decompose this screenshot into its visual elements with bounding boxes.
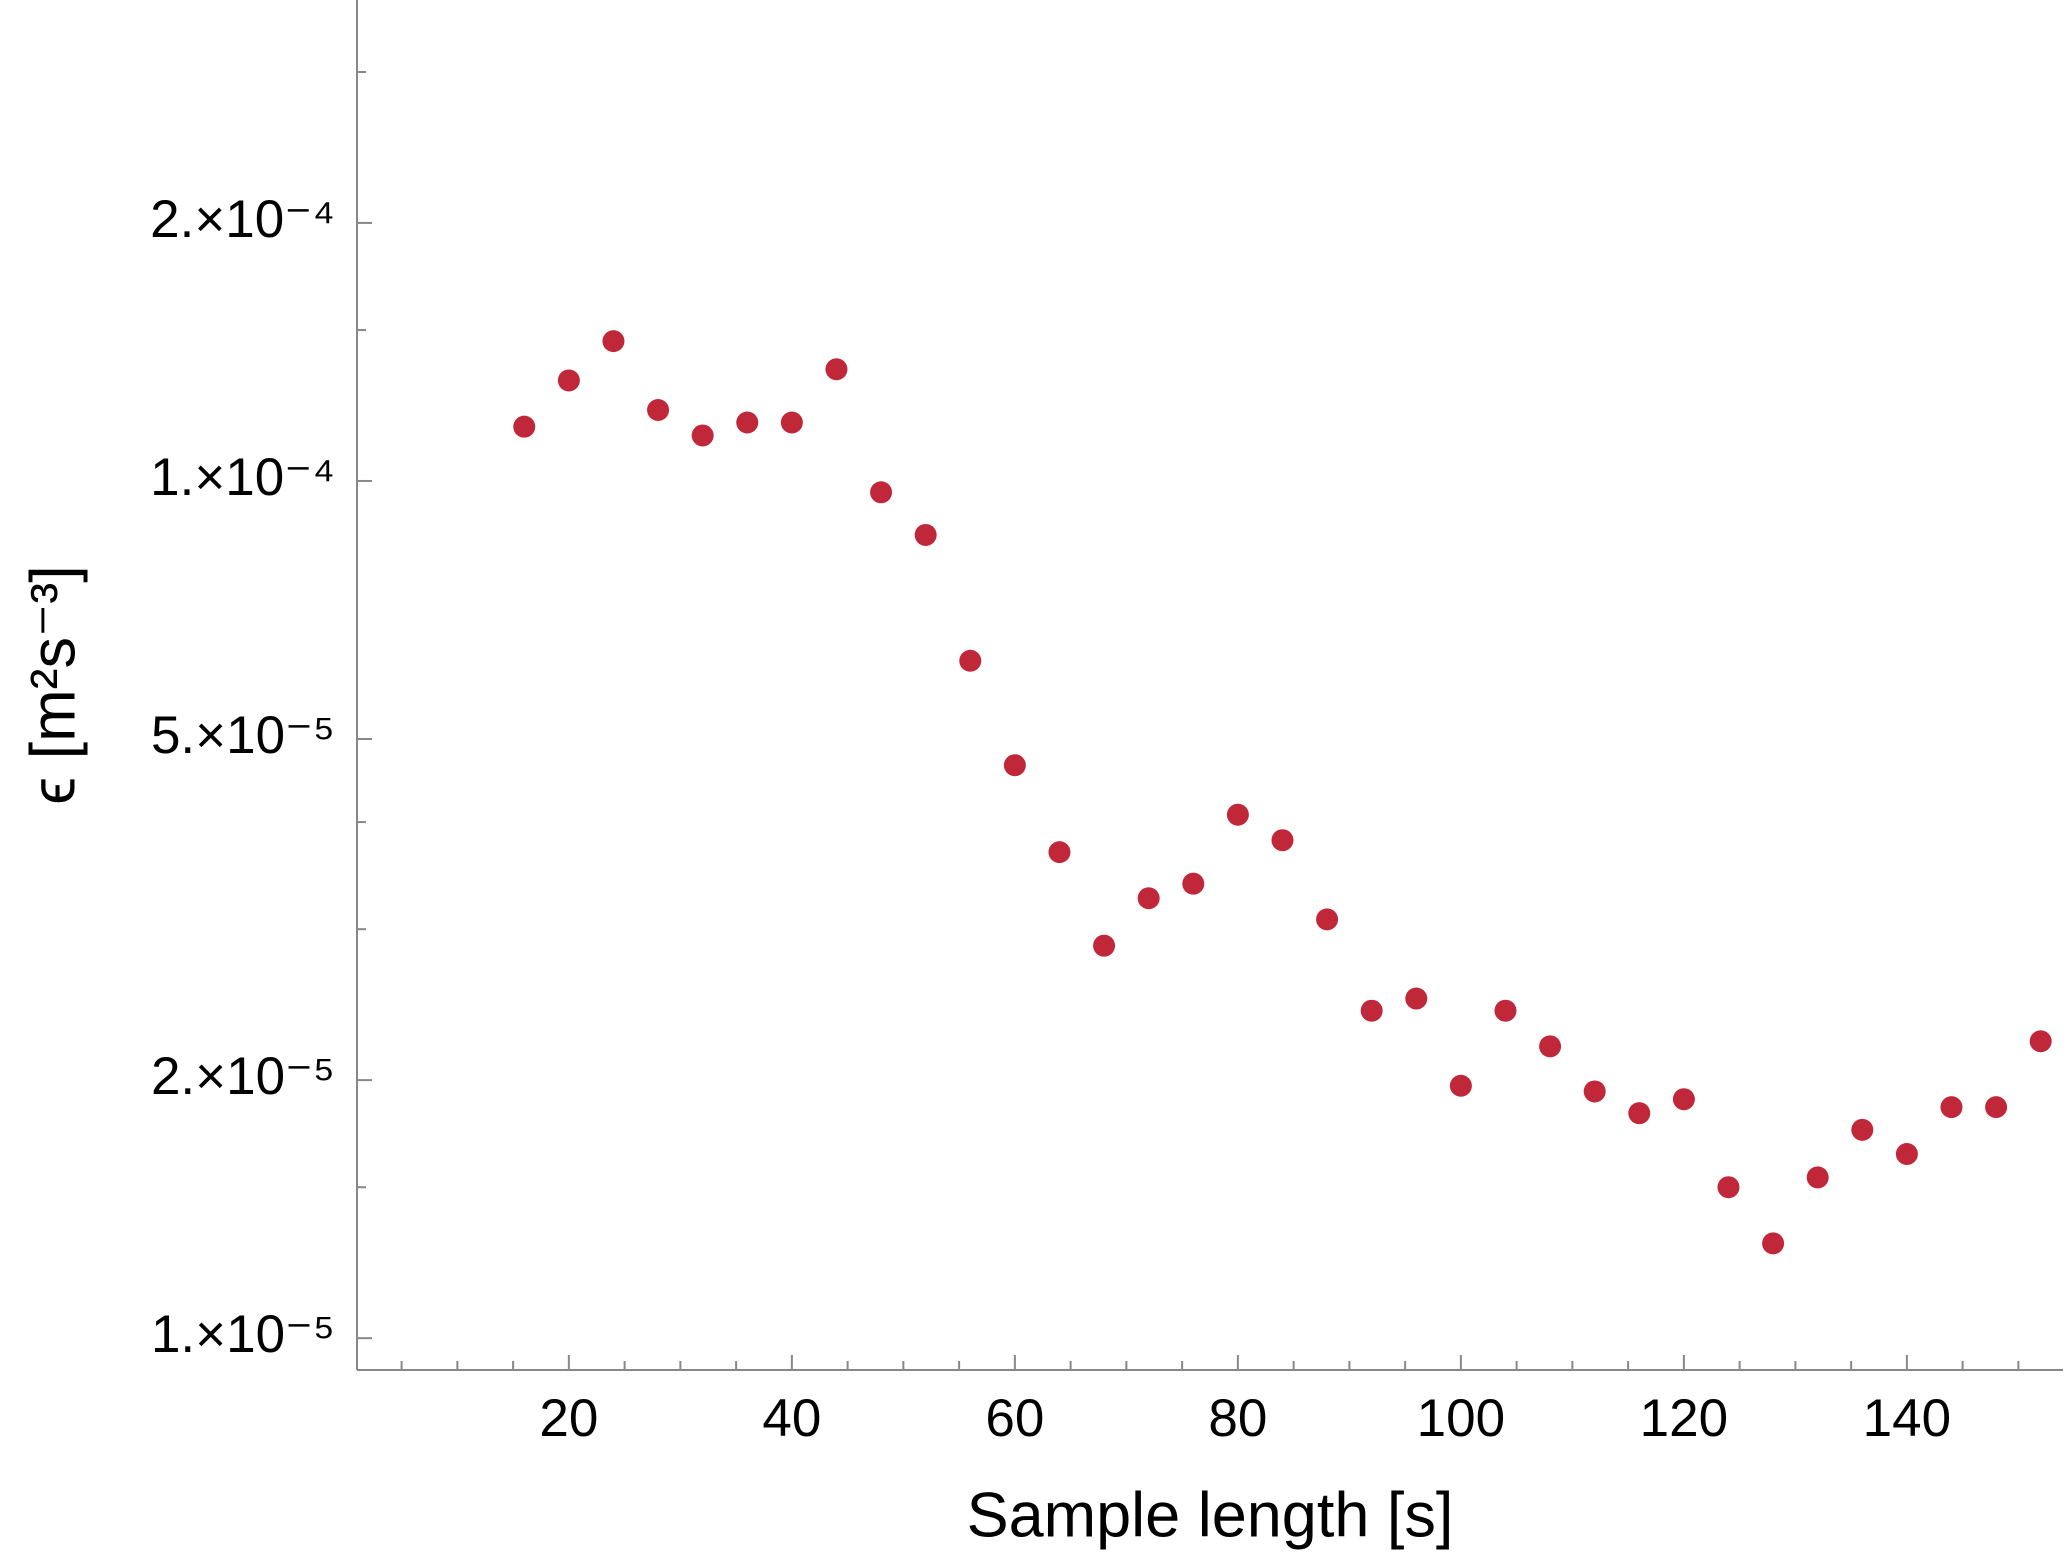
data-point [1182, 872, 1205, 895]
data-point [1762, 1232, 1785, 1255]
data-point [1316, 908, 1339, 931]
data-point [1048, 841, 1071, 864]
data-point [1449, 1074, 1472, 1097]
x-tick-label: 120 [1640, 1389, 1728, 1448]
x-tick-label: 60 [985, 1389, 1044, 1448]
data-point [1583, 1080, 1606, 1103]
data-point [1226, 803, 1249, 826]
data-point [959, 649, 982, 672]
data-point [870, 481, 893, 504]
data-point [1494, 999, 1517, 1022]
data-point [1717, 1176, 1740, 1199]
data-point [1271, 829, 1294, 852]
x-tick-label: 40 [762, 1389, 821, 1448]
x-axis-label: Sample length [s] [967, 1481, 1454, 1551]
data-point [1851, 1118, 1874, 1141]
data-point [647, 399, 670, 422]
data-point [1360, 999, 1383, 1022]
y-tick-label: 1.×10⁻⁴ [150, 448, 335, 507]
y-axis-label: ϵ [m²s⁻³] [19, 565, 89, 805]
data-point [1895, 1142, 1918, 1165]
data-point [1672, 1088, 1695, 1111]
y-tick-label: 2.×10⁻⁵ [151, 1047, 335, 1106]
data-point [736, 411, 759, 434]
y-tick-label: 5.×10⁻⁵ [151, 706, 335, 765]
x-tick-label: 80 [1208, 1389, 1267, 1448]
x-tick-label: 140 [1863, 1389, 1951, 1448]
y-tick-label: 1.×10⁻⁵ [151, 1305, 335, 1364]
data-point [1003, 754, 1026, 777]
data-point [1093, 934, 1116, 957]
data-point [780, 411, 803, 434]
data-point [513, 415, 536, 438]
data-point [691, 424, 714, 447]
data-point [1940, 1096, 1963, 1119]
data-point [1137, 887, 1160, 910]
x-tick-label: 20 [539, 1389, 598, 1448]
data-point [1628, 1102, 1651, 1125]
data-point [2029, 1030, 2052, 1053]
data-point [1405, 987, 1428, 1010]
x-tick-label: 100 [1417, 1389, 1505, 1448]
data-point [1985, 1096, 2008, 1119]
data-point [825, 358, 848, 381]
y-tick-label: 2.×10⁻⁴ [150, 190, 335, 249]
data-point [1806, 1166, 1829, 1189]
data-point [602, 330, 625, 353]
data-point [914, 523, 937, 546]
data-point [1539, 1035, 1562, 1058]
data-point [557, 369, 580, 392]
